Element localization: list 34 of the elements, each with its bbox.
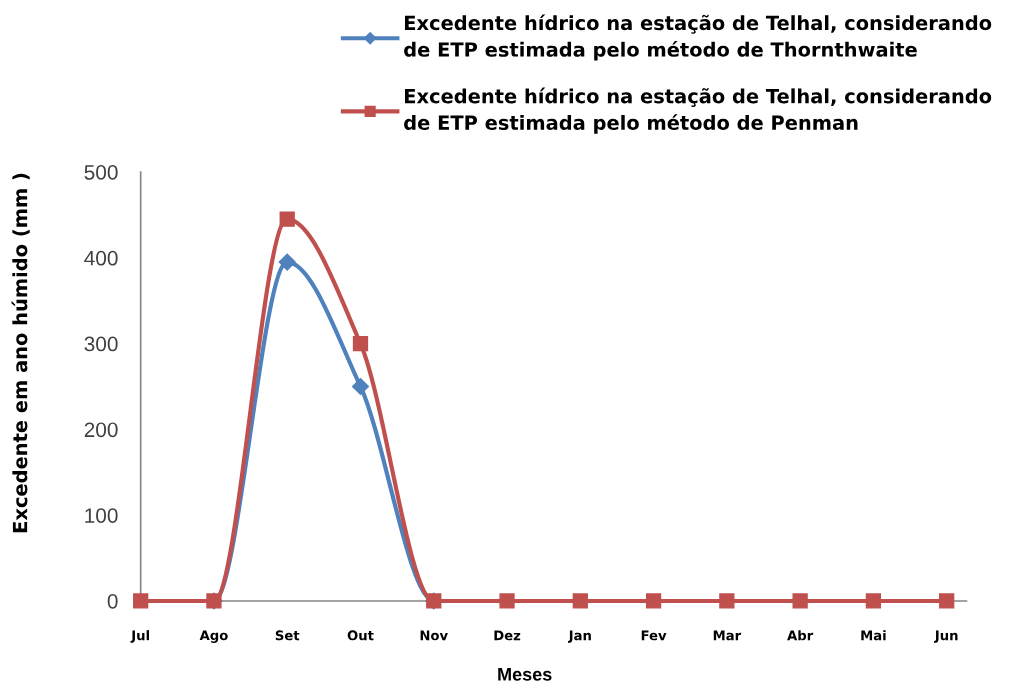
x-tick-label: Out (347, 630, 374, 641)
point (279, 211, 295, 227)
y-tick-label: 400 (84, 250, 118, 266)
x-tick-label: Dez (494, 630, 521, 641)
y-tick-label: 100 (85, 508, 118, 523)
x-tick-label: Abr (787, 630, 814, 641)
x-tick-label: Jan (567, 630, 591, 643)
point (645, 593, 662, 609)
x-tick-label: Fev (641, 630, 667, 641)
x-tick-label: Jun (934, 630, 958, 643)
point (865, 593, 882, 609)
legend-label: Excedente hídrico na estação de Telhal, considerando de ETP estimada pelo método de Penman (404, 87, 992, 134)
point (719, 593, 735, 609)
point (939, 593, 955, 609)
point (133, 593, 149, 609)
y-tick-label: 200 (84, 422, 118, 438)
x-tick-label: Set (275, 630, 300, 641)
point (351, 377, 370, 396)
point (352, 335, 369, 352)
y-tick-label: 0 (107, 593, 118, 609)
point (572, 593, 588, 609)
y-axis-title: Excedente em ano húmido (mm ) (11, 173, 30, 533)
x-tick-label: Jul (130, 630, 149, 643)
x-tick-label: Mai (861, 630, 886, 641)
y-tick-label: 300 (84, 336, 118, 352)
point (792, 593, 808, 609)
x-tick-label: Ago (199, 630, 228, 643)
point (278, 253, 296, 271)
x-tick-label: Mar (713, 630, 742, 641)
point (499, 593, 515, 609)
x-axis-title: Meses (498, 668, 552, 681)
legend-label: Excedente hídrico na estação de Telhal, considerando de ETP estimada pelo método de Thornthwaite (404, 14, 992, 61)
x-tick-label: Nov (420, 630, 448, 641)
y-tick-label: 500 (84, 165, 118, 180)
